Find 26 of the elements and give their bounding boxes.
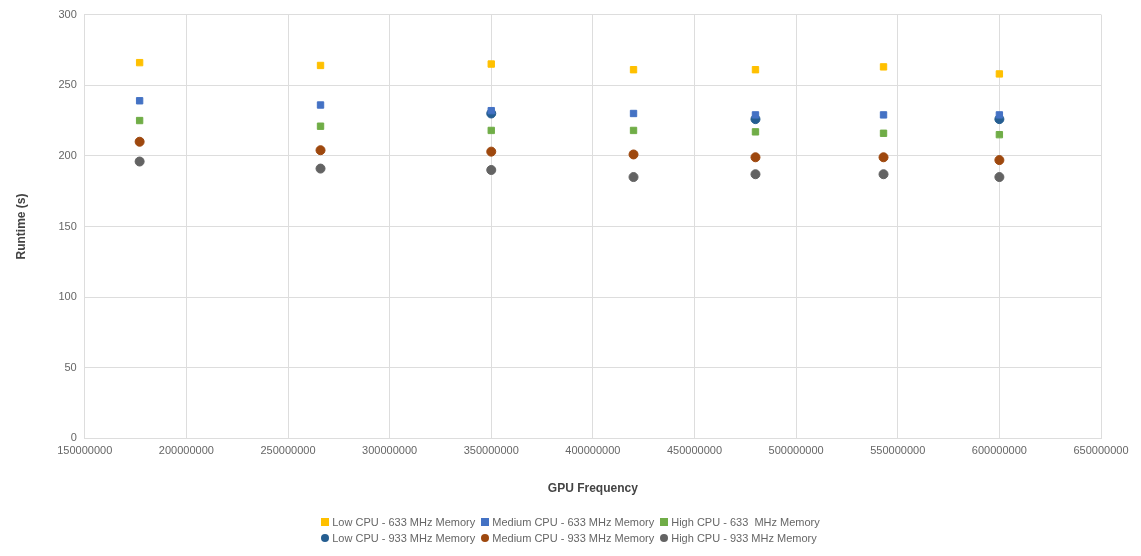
x-axis-title: GPU Frequency	[547, 481, 639, 496]
legend-label: Medium CPU - 933 MHz Memory	[492, 532, 655, 544]
y-axis-title: Runtime (s)	[13, 193, 28, 260]
legend-label: High CPU - 633 MHz Memory	[671, 516, 820, 528]
x-tick-label: 250000000	[260, 444, 316, 457]
x-tick-label: 350000000	[463, 444, 519, 457]
x-tick-label: 300000000	[362, 444, 418, 457]
x-tick-label: 650000000	[1073, 444, 1129, 457]
x-tick-label: 450000000	[666, 444, 723, 457]
y-tick-label: 250	[58, 78, 77, 91]
legend-label: High CPU - 933 MHz Memory	[671, 532, 817, 544]
x-tick-label: 550000000	[870, 444, 926, 457]
y-tick-label: 300	[58, 7, 77, 20]
x-tick-label: 150000000	[57, 444, 113, 457]
x-tick-label: 600000000	[971, 444, 1027, 457]
x-tick-label: 500000000	[768, 444, 824, 457]
x-tick-label: 400000000	[565, 444, 621, 457]
y-tick-label: 150	[58, 219, 77, 232]
legend-label: Medium CPU - 633 MHz Memory	[492, 516, 655, 528]
legend-label: Low CPU - 933 MHz Memory	[332, 532, 476, 544]
y-tick-label: 200	[58, 148, 77, 161]
y-tick-label: 50	[64, 360, 77, 373]
y-tick-label: 100	[58, 290, 77, 303]
legend-label: Low CPU - 633 MHz Memory	[332, 516, 476, 528]
x-tick-label: 200000000	[158, 444, 214, 457]
y-tick-label: 0	[70, 431, 77, 444]
